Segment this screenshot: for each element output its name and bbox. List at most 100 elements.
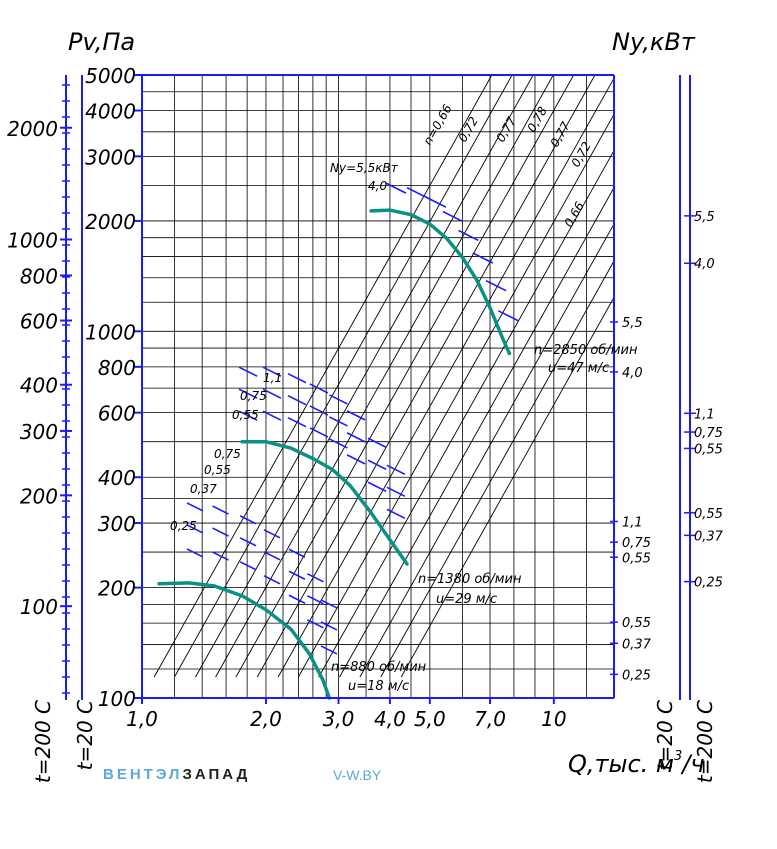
power-dash xyxy=(287,394,307,406)
right-t200-label: 0,55 xyxy=(694,507,723,522)
power-dash xyxy=(238,388,258,399)
power-dash xyxy=(320,621,338,631)
y-tick-label: 4000 xyxy=(85,100,136,124)
power-dash xyxy=(287,416,307,428)
power-dash xyxy=(287,372,307,384)
system-line xyxy=(215,74,554,678)
power-dash xyxy=(425,196,447,208)
x-tick-label: 2,0 xyxy=(250,707,282,731)
power-dash xyxy=(309,405,329,416)
y-left-title: Pv,Па xyxy=(68,28,135,56)
performance-curve xyxy=(369,208,512,356)
site-link[interactable]: V-W.BY xyxy=(333,767,382,783)
efficiency-label: 0,66 xyxy=(561,199,587,229)
left-t20-label: t=20 С xyxy=(73,700,97,770)
left-scale-label: 1000 xyxy=(7,228,58,252)
y-tick-label: 2000 xyxy=(85,210,136,234)
power-dash xyxy=(239,515,257,525)
power-label: 4,0 xyxy=(368,179,387,193)
labels: Pv,Па Ny,кВт Q,тыс. м3/ч n=0,66 0,72 0,77 0… xyxy=(7,28,724,783)
right-t200-label: 0,55 xyxy=(694,442,723,457)
right-t20-label: 1,1 xyxy=(622,515,643,530)
power-label: 0,75 xyxy=(214,447,241,461)
power-dash xyxy=(329,416,348,427)
left-scale-label: 2000 xyxy=(7,117,58,141)
curve-label: u=18 м/с xyxy=(348,679,409,694)
left-scale-label: 400 xyxy=(20,374,58,398)
system-line xyxy=(339,187,615,678)
power-label: 0,25 xyxy=(170,519,197,533)
left-scale-label: 100 xyxy=(20,595,58,619)
power-dash xyxy=(186,548,204,558)
power-dash xyxy=(485,279,507,292)
power-dash xyxy=(212,551,229,561)
y-tick-label: 1000 xyxy=(85,320,136,344)
power-dash xyxy=(309,383,329,394)
left-scale-label: 600 xyxy=(20,310,58,334)
power-dash xyxy=(263,551,281,561)
power-dash xyxy=(186,524,204,534)
power-dash xyxy=(239,561,257,571)
right-t20-label: 4,0 xyxy=(622,366,643,381)
right-t200-label: t=200 С xyxy=(693,700,717,783)
right-t20-label: 0,55 xyxy=(622,551,651,566)
power-dash xyxy=(212,505,229,515)
power-dash xyxy=(307,619,324,629)
left-t200-label: t=200 С xyxy=(31,700,55,783)
x-title: Q,тыс. м3/ч xyxy=(568,749,705,778)
efficiency-label: 0,78 xyxy=(524,104,550,134)
power-dash xyxy=(386,508,406,520)
right-t200-label: 4,0 xyxy=(694,257,715,272)
y-tick-label: 600 xyxy=(98,402,136,426)
curve-label: n=1380 об/мин xyxy=(418,572,522,587)
curve-label: u=29 м/с xyxy=(436,592,497,607)
power-dash xyxy=(262,366,282,377)
x-tick-label: 5,0 xyxy=(414,707,446,731)
power-dash xyxy=(262,410,282,421)
power-label: 0,75 xyxy=(240,389,267,403)
power-dash xyxy=(262,388,282,399)
power-dash xyxy=(367,459,387,470)
right-t20-label: 5,5 xyxy=(622,316,643,331)
x-tick-label: 3,0 xyxy=(323,707,355,731)
right-t20-label: t=20 С xyxy=(653,700,677,770)
system-line xyxy=(318,150,615,678)
power-dash xyxy=(346,432,366,443)
power-dash xyxy=(329,438,348,449)
system-line xyxy=(277,77,615,678)
power-dash xyxy=(239,537,257,547)
power-dash xyxy=(288,570,306,580)
y-tick-label: 400 xyxy=(98,466,136,490)
power-dash xyxy=(498,310,519,322)
power-dash xyxy=(238,366,258,377)
y-tick-label: 5000 xyxy=(85,64,136,88)
power-dash xyxy=(472,252,494,264)
x-tick-label: 1,0 xyxy=(126,707,158,731)
right-t200-label: 0,25 xyxy=(694,576,723,591)
power-dash xyxy=(288,594,306,604)
power-dash xyxy=(309,427,329,438)
power-label: Ny=5,5кВт xyxy=(330,161,399,175)
right-t200-label: 0,37 xyxy=(694,529,724,544)
x-tick-label: 10 xyxy=(541,707,566,731)
performance-curve xyxy=(240,439,409,566)
power-dash xyxy=(458,229,479,242)
curve-label: n=880 об/мин xyxy=(331,660,427,675)
y-right-title: Ny,кВт xyxy=(612,28,696,56)
power-dashes xyxy=(186,182,519,655)
power-dash xyxy=(320,599,338,609)
power-dash xyxy=(186,502,204,512)
y-tick-label: 300 xyxy=(98,512,136,536)
right-t200-label: 5,5 xyxy=(694,210,715,225)
system-line xyxy=(297,114,615,678)
power-dash xyxy=(367,437,387,448)
power-dash xyxy=(263,529,281,539)
efficiency-label: 0,72 xyxy=(568,139,593,169)
efficiency-label: n=0,66 xyxy=(420,102,454,148)
system-line xyxy=(173,74,513,678)
performance-curves xyxy=(157,208,512,700)
power-dash xyxy=(263,575,281,585)
power-dash xyxy=(386,464,406,476)
system-line xyxy=(359,223,615,678)
